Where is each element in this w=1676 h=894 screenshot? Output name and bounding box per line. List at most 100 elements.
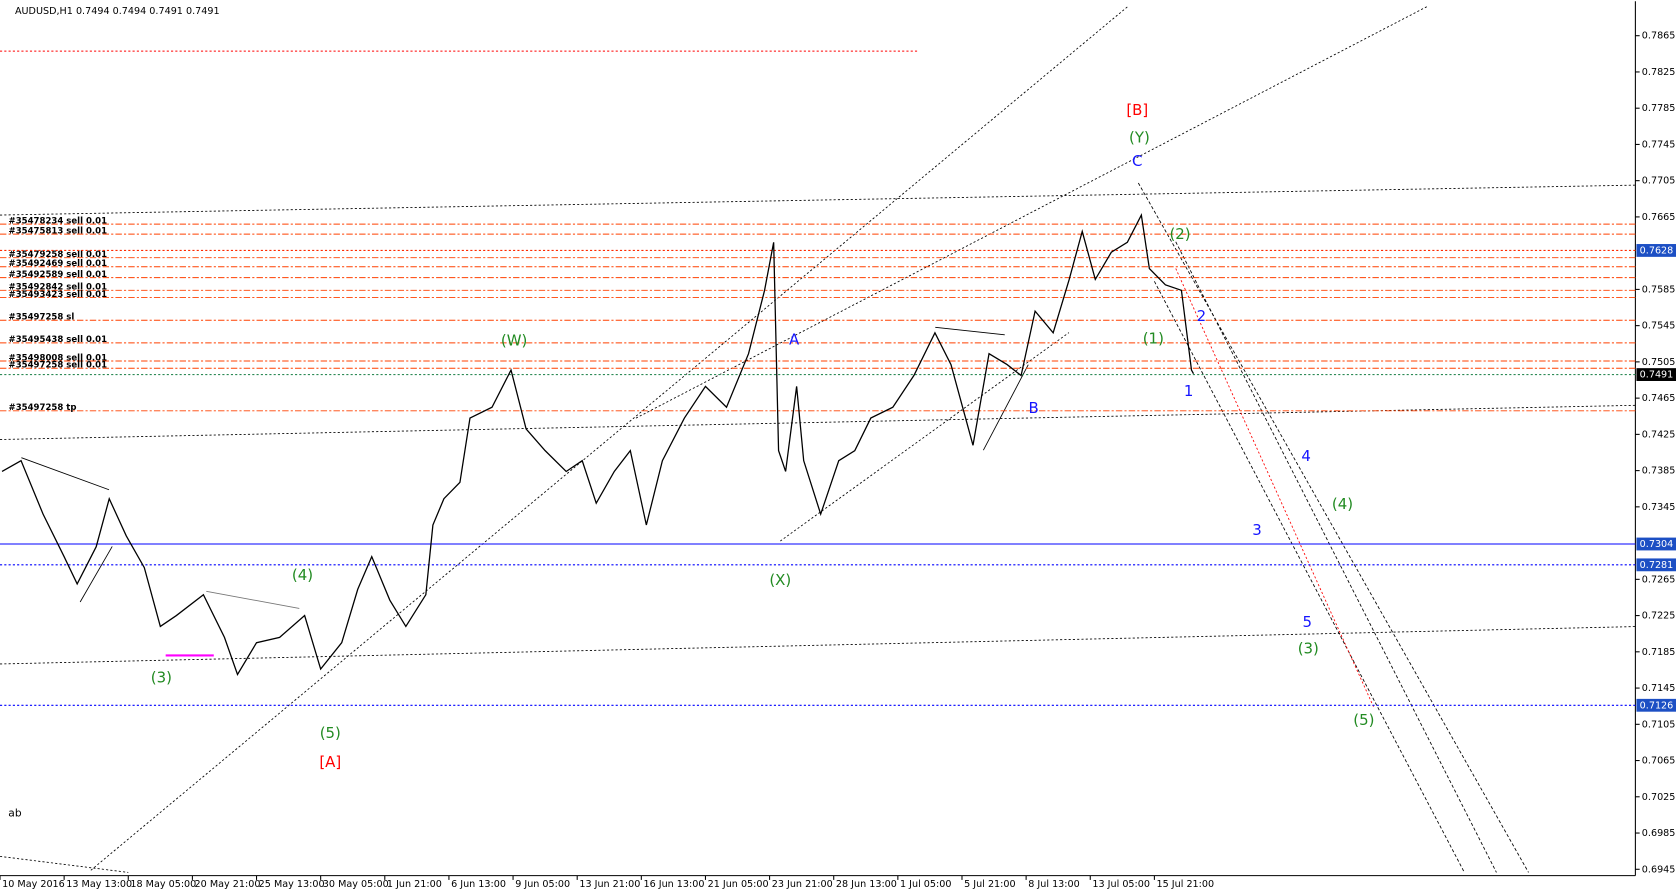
order-label: #35492469 sell 0.01 bbox=[9, 259, 108, 269]
wave-label: [B] bbox=[1126, 101, 1148, 119]
y-tick-label: 0.7065 bbox=[1642, 756, 1676, 767]
wave-label: 3 bbox=[1252, 521, 1262, 539]
wave-label: (Y) bbox=[1129, 129, 1150, 147]
channel-line bbox=[0, 855, 129, 873]
x-tick-label: 30 May 05:00 bbox=[323, 879, 389, 890]
x-tick-label: 10 May 2016 bbox=[2, 879, 65, 890]
y-tick-label: 0.7465 bbox=[1642, 393, 1676, 404]
y-tick-label: 0.7145 bbox=[1642, 683, 1676, 694]
order-label: #35479258 sell 0.01 bbox=[9, 250, 108, 260]
x-tick-label: 5 Jul 21:00 bbox=[964, 879, 1016, 890]
x-tick-label: 28 Jun 13:00 bbox=[836, 879, 897, 890]
wave-label: A bbox=[789, 331, 800, 349]
y-tick-label: 0.6985 bbox=[1642, 828, 1676, 839]
order-label: #35492842 sell 0.01 bbox=[9, 283, 108, 293]
wave-label: (4) bbox=[292, 566, 313, 584]
pattern-line bbox=[79, 546, 113, 603]
wave-label: C bbox=[1132, 152, 1142, 170]
x-tick-label: 13 Jul 05:00 bbox=[1092, 879, 1150, 890]
price-box-label: 0.7304 bbox=[1640, 539, 1674, 550]
x-tick-label: 16 Jun 13:00 bbox=[643, 879, 704, 890]
wave-label: (5) bbox=[320, 724, 341, 742]
wave-label: (3) bbox=[151, 668, 172, 686]
x-tick-label: 15 Jul 21:00 bbox=[1157, 879, 1215, 890]
x-tick-label: 9 Jun 05:00 bbox=[515, 879, 570, 890]
x-tick-label: 13 Jun 21:00 bbox=[579, 879, 640, 890]
y-tick-label: 0.7105 bbox=[1642, 719, 1676, 730]
price-line bbox=[1, 212, 1195, 676]
pattern-line bbox=[935, 326, 1005, 336]
y-tick-label: 0.7265 bbox=[1642, 574, 1676, 585]
wave-label: (X) bbox=[769, 571, 791, 589]
wave-label: (4) bbox=[1332, 495, 1353, 513]
y-tick-label: 0.7225 bbox=[1642, 611, 1676, 622]
wave-label: ab bbox=[8, 807, 22, 820]
x-tick-label: 18 May 05:00 bbox=[130, 879, 196, 890]
y-tick-label: 0.7185 bbox=[1642, 647, 1676, 658]
wave-label: B bbox=[1028, 399, 1038, 417]
channel-line bbox=[1154, 281, 1465, 873]
y-tick-label: 0.7585 bbox=[1642, 284, 1676, 295]
y-tick-label: 0.7345 bbox=[1642, 502, 1676, 513]
y-tick-label: 0.7385 bbox=[1642, 466, 1676, 477]
price-box-label: 0.7628 bbox=[1640, 245, 1674, 256]
price-box bbox=[1636, 558, 1676, 572]
x-tick-label: 25 May 13:00 bbox=[259, 879, 325, 890]
y-tick-label: 0.7505 bbox=[1642, 357, 1676, 368]
x-tick-label: 21 Jun 05:00 bbox=[708, 879, 769, 890]
channel-line bbox=[0, 184, 1636, 216]
y-tick-label: 0.7025 bbox=[1642, 792, 1676, 803]
order-label: #35492589 sell 0.01 bbox=[9, 270, 108, 280]
price-box bbox=[1636, 698, 1676, 712]
x-tick-label: 1 Jun 21:00 bbox=[387, 879, 442, 890]
wave-label: 2 bbox=[1197, 307, 1207, 325]
channel-line bbox=[0, 626, 1636, 665]
channel-line bbox=[780, 332, 1070, 542]
channel-line bbox=[1137, 182, 1529, 873]
y-tick-label: 0.7785 bbox=[1642, 103, 1676, 114]
x-tick-label: 8 Jul 13:00 bbox=[1028, 879, 1080, 890]
pattern-line bbox=[206, 590, 300, 609]
wave-label: [A] bbox=[319, 753, 341, 771]
y-tick-label: 0.7825 bbox=[1642, 67, 1676, 78]
x-tick-label: 1 Jul 05:00 bbox=[900, 879, 952, 890]
order-label: #35497258 sell 0.01 bbox=[9, 361, 108, 371]
order-label: #35478234 sell 0.01 bbox=[9, 216, 108, 226]
pattern-line bbox=[982, 364, 1029, 451]
x-tick-label: 23 Jun 21:00 bbox=[772, 879, 833, 890]
trend-lines bbox=[0, 6, 1636, 873]
wave-label: (5) bbox=[1353, 711, 1374, 729]
price-box bbox=[1636, 537, 1676, 551]
y-tick-label: 0.7865 bbox=[1642, 31, 1676, 42]
price-box-label: 0.7126 bbox=[1640, 700, 1674, 711]
y-tick-label: 0.7545 bbox=[1642, 321, 1676, 332]
wave-label: (W) bbox=[501, 332, 527, 350]
wave-label: (1) bbox=[1143, 330, 1164, 348]
y-tick-label: 0.7665 bbox=[1642, 212, 1676, 223]
channel-line bbox=[1175, 268, 1374, 707]
y-tick-label: 0.6945 bbox=[1642, 864, 1676, 875]
x-tick-label: 6 Jun 13:00 bbox=[451, 879, 506, 890]
channel-line bbox=[90, 6, 1128, 871]
order-label: #35495438 sell 0.01 bbox=[9, 335, 108, 345]
channel-line bbox=[635, 6, 1428, 419]
order-label: #35493423 sell 0.01 bbox=[9, 290, 108, 300]
order-label: #35498008 sell 0.01 bbox=[9, 353, 108, 363]
wave-label: 5 bbox=[1302, 613, 1312, 631]
wave-label: (3) bbox=[1298, 640, 1319, 658]
price-box-label: 0.7491 bbox=[1640, 370, 1674, 381]
x-tick-label: 13 May 13:00 bbox=[66, 879, 132, 890]
y-tick-label: 0.7705 bbox=[1642, 176, 1676, 187]
wave-label: (2) bbox=[1169, 225, 1190, 243]
x-tick-label: 20 May 21:00 bbox=[195, 879, 261, 890]
y-tick-label: 0.7425 bbox=[1642, 429, 1676, 440]
order-label: #35475813 sell 0.01 bbox=[9, 226, 108, 236]
y-tick-label: 0.7745 bbox=[1642, 139, 1676, 150]
channel-line bbox=[1175, 241, 1497, 873]
wave-label: 1 bbox=[1184, 382, 1194, 400]
price-box-label: 0.7281 bbox=[1640, 560, 1674, 571]
price-box bbox=[1636, 368, 1676, 381]
